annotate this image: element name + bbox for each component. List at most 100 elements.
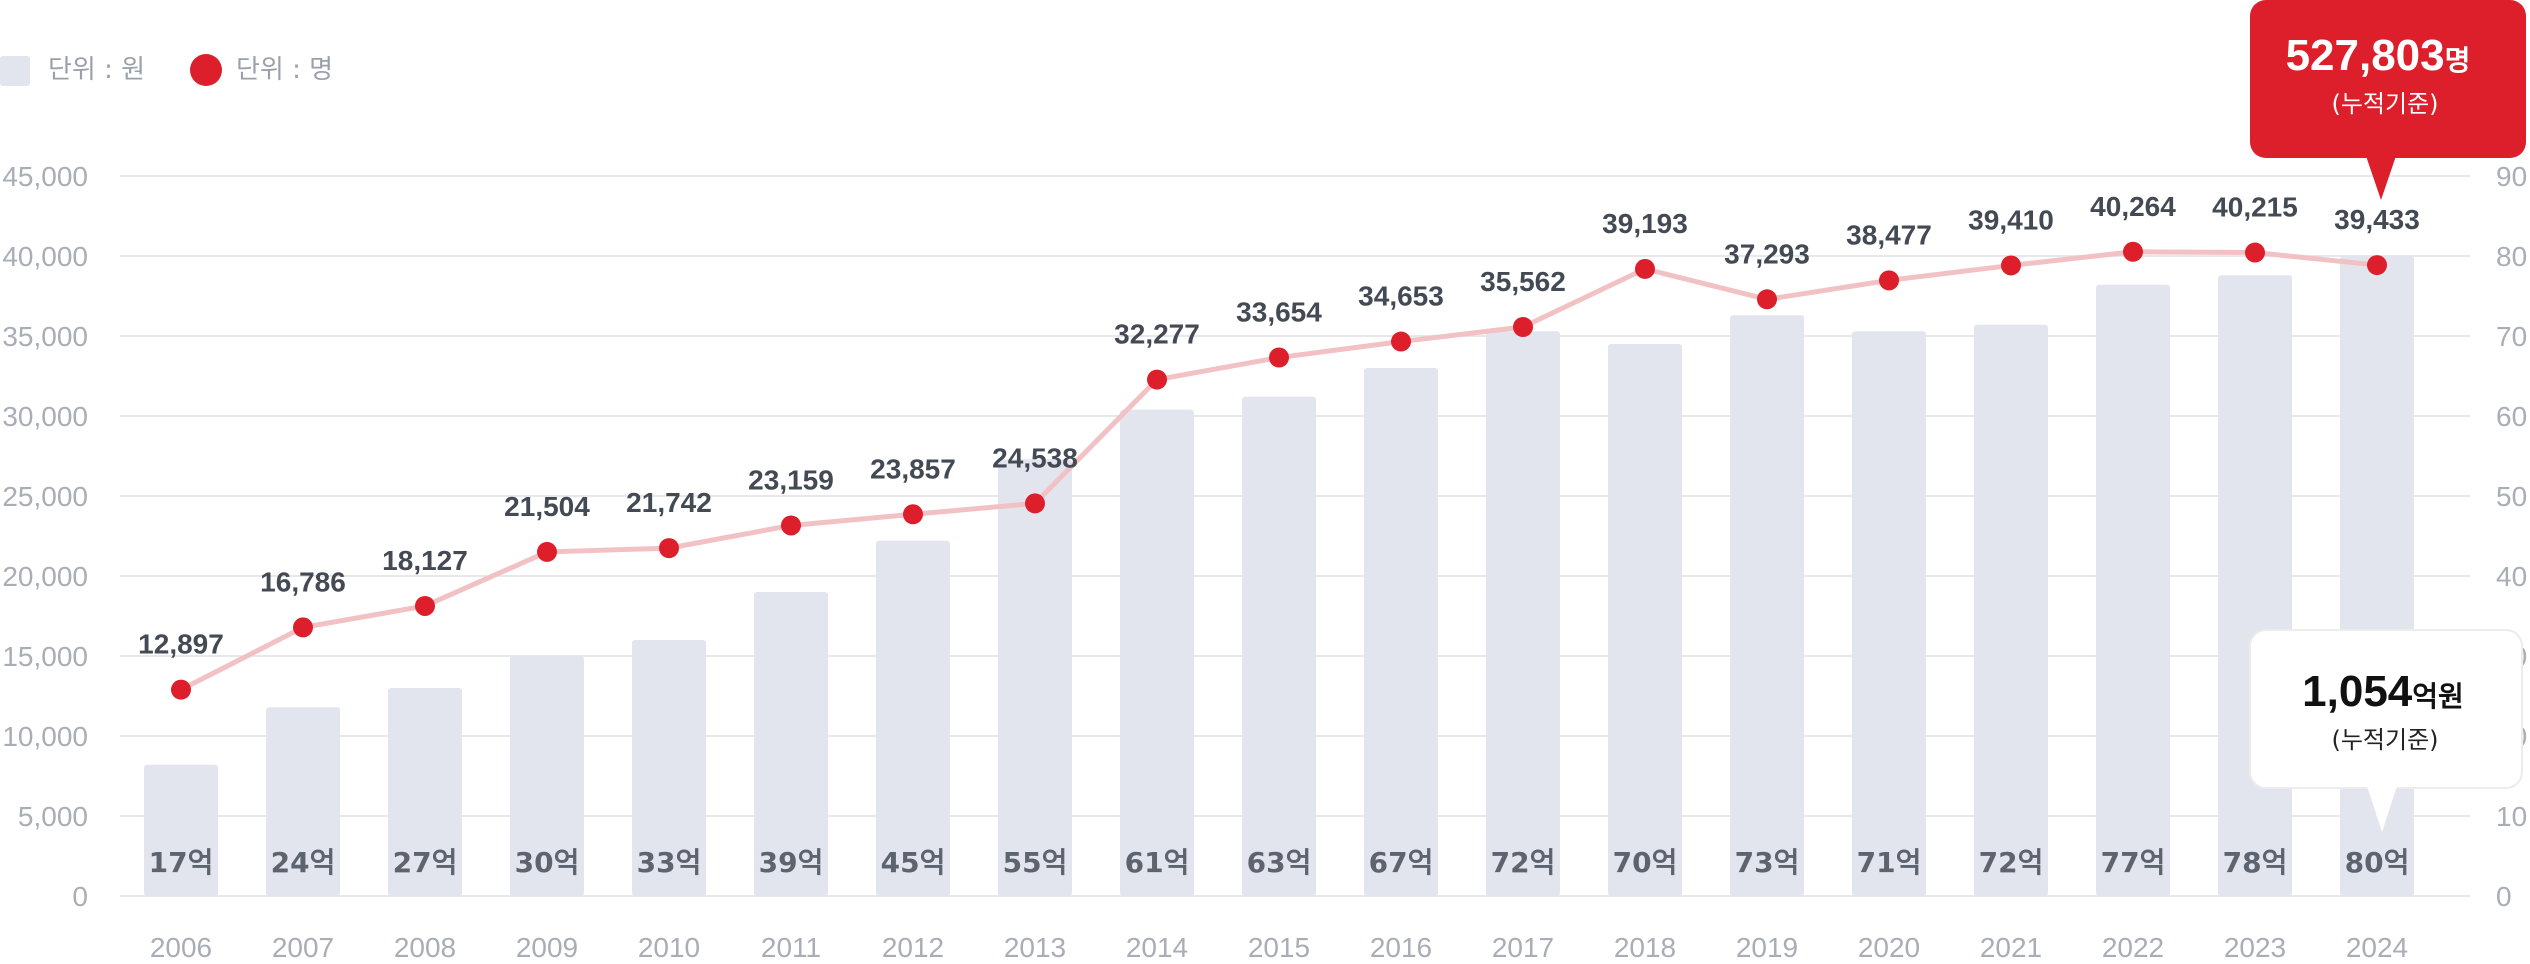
bar xyxy=(266,707,340,896)
y-left-tick-label: 20,000 xyxy=(2,561,88,592)
bar-value-label: 70억 xyxy=(1613,846,1678,879)
x-tick-label: 2022 xyxy=(2102,932,2164,963)
line-point xyxy=(1269,347,1289,368)
line-value-label: 18,127 xyxy=(382,545,468,576)
x-tick-label: 2011 xyxy=(761,932,821,963)
line-value-label: 37,293 xyxy=(1724,238,1810,269)
bar-value-label: 72억 xyxy=(1491,846,1556,879)
y-right-tick-label: 40 xyxy=(2496,561,2527,592)
line-value-label: 24,538 xyxy=(992,442,1078,473)
x-tick-label: 2012 xyxy=(882,932,944,963)
line-value-label: 40,215 xyxy=(2212,192,2298,223)
line-value-label: 38,477 xyxy=(1846,219,1932,250)
line-value-label: 21,742 xyxy=(626,487,712,518)
bar xyxy=(144,764,218,896)
amount-total-number: 1,054 xyxy=(2302,667,2413,716)
bar-value-label: 80억 xyxy=(2345,846,2410,879)
bar-value-label: 78억 xyxy=(2223,846,2288,879)
x-tick-label: 2020 xyxy=(1858,932,1920,963)
amount-total-note: (누적기준) xyxy=(2331,726,2438,754)
x-tick-label: 2017 xyxy=(1492,932,1554,963)
bar xyxy=(388,688,462,896)
line-value-label: 39,410 xyxy=(1968,204,2054,235)
line-point xyxy=(1757,289,1777,310)
line-point xyxy=(1391,331,1411,352)
bar-value-label: 45억 xyxy=(881,846,946,879)
y-right-tick-label: 70 xyxy=(2496,321,2527,352)
line-point xyxy=(2001,255,2021,276)
line-value-label: 40,264 xyxy=(2090,191,2176,222)
bar-value-label: 24억 xyxy=(271,846,336,879)
line-point xyxy=(1513,317,1533,338)
line-point xyxy=(293,617,313,638)
bar xyxy=(2218,275,2292,896)
x-tick-label: 2010 xyxy=(638,932,700,963)
line-point xyxy=(2123,241,2143,262)
x-tick-label: 2014 xyxy=(1126,932,1188,963)
people-total-note: (누적기준) xyxy=(2331,90,2438,118)
line-point xyxy=(1635,258,1655,279)
y-left-tick-label: 45,000 xyxy=(2,161,88,192)
y-right-tick-label: 90 xyxy=(2496,161,2527,192)
line-point xyxy=(903,504,923,525)
x-tick-label: 2023 xyxy=(2224,932,2286,963)
bar xyxy=(1730,315,1804,896)
line-point xyxy=(415,595,435,616)
bar-value-label: 17억 xyxy=(149,846,214,879)
x-tick-label: 2008 xyxy=(394,932,456,963)
bar xyxy=(998,459,1072,896)
bar-value-label: 27억 xyxy=(393,846,458,879)
y-left-tick-label: 40,000 xyxy=(2,241,88,272)
bar-value-label: 72억 xyxy=(1979,846,2044,879)
y-right-tick-label: 50 xyxy=(2496,481,2527,512)
bar-value-label: 30억 xyxy=(515,846,580,879)
line-value-label: 34,653 xyxy=(1358,281,1444,312)
x-tick-label: 2019 xyxy=(1736,932,1798,963)
bar xyxy=(1852,331,1926,896)
bar-value-label: 63억 xyxy=(1247,846,1312,879)
line-value-label: 35,562 xyxy=(1480,266,1566,297)
bar xyxy=(510,656,584,896)
line-value-label: 33,654 xyxy=(1236,297,1322,328)
bar-value-label: 55억 xyxy=(1003,846,1068,879)
bar xyxy=(1364,368,1438,896)
line-value-label: 39,433 xyxy=(2334,204,2420,235)
y-left-tick-label: 15,000 xyxy=(2,641,88,672)
y-left-tick-label: 10,000 xyxy=(2,721,88,752)
bar xyxy=(1608,344,1682,896)
y-left-tick-label: 35,000 xyxy=(2,321,88,352)
bar xyxy=(754,592,828,896)
line-value-label: 32,277 xyxy=(1114,319,1200,350)
bar-value-label: 71억 xyxy=(1857,846,1922,879)
people-total-unit: 명 xyxy=(2445,44,2471,77)
x-tick-label: 2021 xyxy=(1980,932,2042,963)
people-total-callout-pointer xyxy=(2366,156,2396,200)
amount-total-callout-pointer xyxy=(2367,786,2397,832)
legend-bar-label: 단위 : 원 xyxy=(48,55,145,85)
y-right-tick-label: 0 xyxy=(2496,881,2512,912)
line-point xyxy=(1879,270,1899,291)
bar xyxy=(1486,331,1560,896)
x-tick-label: 2009 xyxy=(516,932,578,963)
bar xyxy=(632,640,706,896)
bar-value-label: 73억 xyxy=(1735,846,1800,879)
line-value-label: 21,504 xyxy=(504,491,590,522)
y-left-tick-label: 30,000 xyxy=(2,401,88,432)
x-tick-label: 2007 xyxy=(272,932,334,963)
legend-dot-swatch xyxy=(190,54,222,86)
line-value-label: 23,857 xyxy=(870,453,956,484)
legend-bar-swatch xyxy=(0,56,30,86)
bar-value-label: 77억 xyxy=(2101,846,2166,879)
line-point xyxy=(1025,493,1045,514)
x-tick-label: 2016 xyxy=(1370,932,1432,963)
bar xyxy=(1242,396,1316,896)
x-tick-label: 2018 xyxy=(1614,932,1676,963)
bar xyxy=(2096,284,2170,896)
x-tick-label: 2024 xyxy=(2346,932,2408,963)
x-tick-label: 2006 xyxy=(150,932,212,963)
x-tick-label: 2013 xyxy=(1004,932,1066,963)
line-point xyxy=(781,515,801,536)
amount-total-value: 1,054억원 xyxy=(2302,667,2464,716)
bar-value-label: 33억 xyxy=(637,846,702,879)
y-left-tick-label: 0 xyxy=(72,881,88,912)
